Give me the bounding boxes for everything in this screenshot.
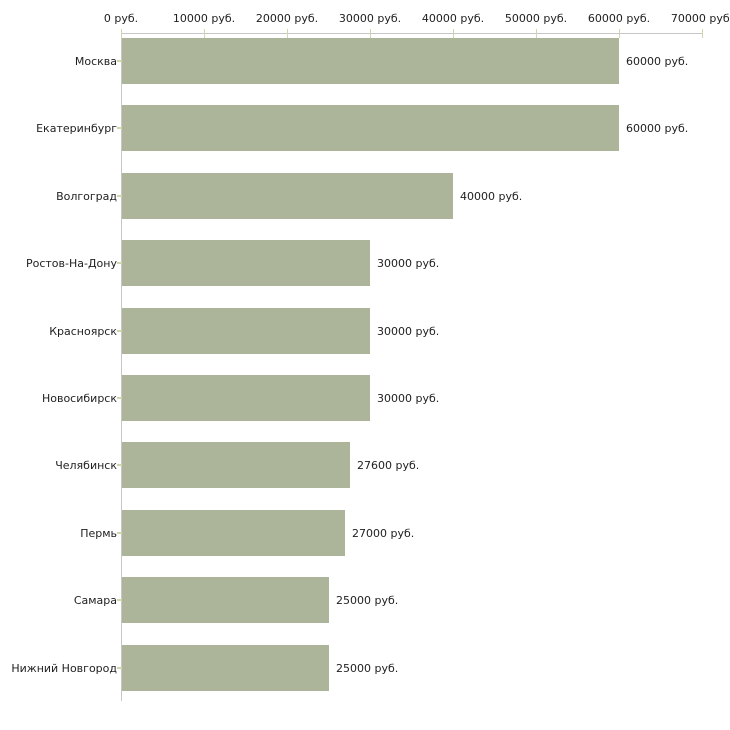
y-tick <box>117 330 122 332</box>
y-tick <box>117 195 122 197</box>
x-tick-label: 30000 руб. <box>338 12 402 25</box>
value-label: 30000 руб. <box>377 256 440 270</box>
bar <box>122 240 370 286</box>
y-tick <box>117 262 122 264</box>
y-tick <box>117 60 122 62</box>
bar <box>122 308 370 354</box>
category-label: Екатеринбург <box>36 121 117 135</box>
bar <box>122 375 370 421</box>
y-tick <box>117 127 122 129</box>
value-label: 30000 руб. <box>377 391 440 405</box>
x-tick <box>619 29 620 38</box>
value-label: 25000 руб. <box>336 661 399 675</box>
x-tick-label: 20000 руб. <box>255 12 319 25</box>
category-label: Нижний Новгород <box>11 661 117 675</box>
value-label: 60000 руб. <box>626 54 689 68</box>
value-label: 30000 руб. <box>377 324 440 338</box>
x-tick <box>453 29 454 38</box>
y-tick <box>117 667 122 669</box>
bar <box>122 442 350 488</box>
category-label: Пермь <box>80 526 117 540</box>
x-tick <box>370 29 371 38</box>
x-tick <box>702 29 703 38</box>
value-label: 27000 руб. <box>352 526 415 540</box>
bar <box>122 577 329 623</box>
x-axis-line <box>121 33 702 34</box>
category-label: Челябинск <box>55 458 117 472</box>
x-tick <box>287 29 288 38</box>
value-label: 60000 руб. <box>626 121 689 135</box>
bar <box>122 38 619 84</box>
y-tick <box>117 599 122 601</box>
bar <box>122 510 345 556</box>
y-tick <box>117 397 122 399</box>
x-tick <box>536 29 537 38</box>
category-label: Самара <box>73 593 117 607</box>
category-label: Красноярск <box>49 324 117 338</box>
value-label: 40000 руб. <box>460 189 523 203</box>
x-tick-label: 60000 руб. <box>587 12 651 25</box>
value-label: 25000 руб. <box>336 593 399 607</box>
y-tick <box>117 464 122 466</box>
x-tick-label: 0 руб. <box>103 12 139 25</box>
x-tick-label: 70000 руб. <box>670 12 730 25</box>
x-tick-label: 40000 руб. <box>421 12 485 25</box>
bar <box>122 105 619 151</box>
category-label: Ростов-На-Дону <box>25 256 117 270</box>
category-label: Москва <box>74 54 117 68</box>
category-label: Волгоград <box>56 189 117 203</box>
y-axis-line <box>121 33 122 701</box>
value-label: 27600 руб. <box>357 458 420 472</box>
bar <box>122 645 329 691</box>
x-tick <box>204 29 205 38</box>
x-tick-label: 10000 руб. <box>172 12 236 25</box>
x-tick <box>121 29 122 38</box>
bar <box>122 173 453 219</box>
x-tick-label: 50000 руб. <box>504 12 568 25</box>
category-label: Новосибирск <box>41 391 117 405</box>
y-tick <box>117 532 122 534</box>
